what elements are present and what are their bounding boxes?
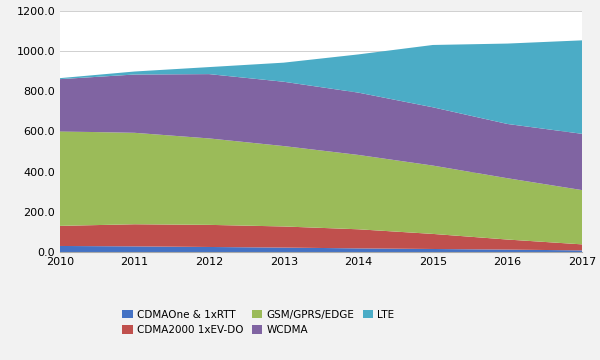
Legend: CDMAOne & 1xRTT, CDMA2000 1xEV-DO, GSM/GPRS/EDGE, WCDMA, LTE: CDMAOne & 1xRTT, CDMA2000 1xEV-DO, GSM/G… bbox=[118, 305, 398, 339]
